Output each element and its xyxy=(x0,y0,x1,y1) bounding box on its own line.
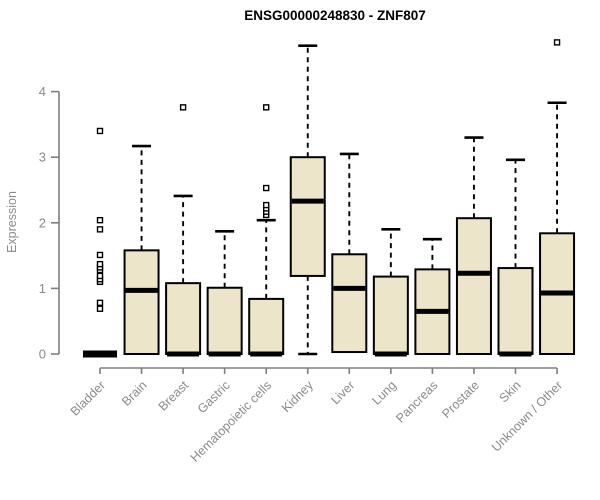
x-tick-label: Lung xyxy=(369,378,399,408)
x-tick-label: Skin xyxy=(497,378,524,405)
outlier-point xyxy=(179,104,187,111)
outlier-point xyxy=(96,299,104,307)
iqr-box xyxy=(165,282,202,356)
outlier-point xyxy=(96,260,104,268)
outlier-point xyxy=(263,201,270,209)
iqr-box xyxy=(289,156,326,277)
outlier-point xyxy=(96,272,104,280)
y-tick-label: 0 xyxy=(39,347,46,362)
iqr-box xyxy=(497,267,534,355)
x-tick-label: Kidney xyxy=(279,378,316,415)
x-tick-label: Brain xyxy=(119,378,150,409)
outlier-point xyxy=(96,305,104,312)
outlier-point xyxy=(96,127,104,135)
iqr-box xyxy=(372,275,409,356)
collapsed-box xyxy=(83,350,117,358)
outlier-point xyxy=(96,226,104,233)
y-tick-label: 3 xyxy=(39,150,46,165)
iqr-box xyxy=(248,297,285,355)
x-tick-label: Gastric xyxy=(195,378,233,416)
iqr-box xyxy=(455,217,492,355)
chart-title: ENSG00000248830 - ZNF807 xyxy=(244,8,426,23)
x-tick-label: Bladder xyxy=(68,378,108,418)
x-tick-label: Unknown / Other xyxy=(489,378,565,454)
y-tick-label: 2 xyxy=(39,215,46,230)
outlier-point xyxy=(553,39,561,46)
x-tick-label: Hematopoietic cells xyxy=(188,378,275,465)
iqr-box xyxy=(331,253,368,354)
iqr-box xyxy=(123,249,160,356)
iqr-box xyxy=(206,286,243,355)
outlier-point xyxy=(96,251,104,259)
x-tick-label: Pancreas xyxy=(393,378,440,425)
outlier-point xyxy=(263,184,270,192)
x-tick-label: Liver xyxy=(328,378,357,407)
y-tick-label: 1 xyxy=(39,281,46,296)
x-tick-label: Breast xyxy=(156,378,192,414)
y-tick-label: 4 xyxy=(39,84,46,99)
outlier-point xyxy=(96,216,104,224)
x-tick-label: Prostate xyxy=(439,378,482,421)
outlier-point xyxy=(263,104,270,111)
